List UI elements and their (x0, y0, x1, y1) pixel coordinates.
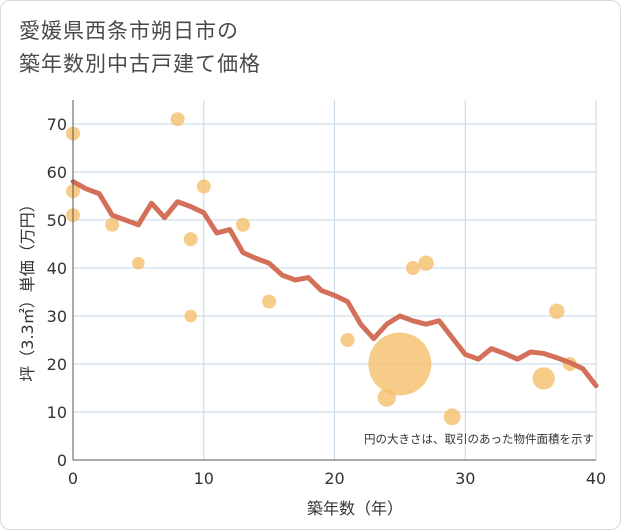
data-point-17 (532, 367, 555, 390)
x-tick-label-3: 30 (455, 469, 475, 488)
y-axis-label: 坪（3.3㎡）単価（万円） (18, 196, 37, 381)
data-point-13 (368, 332, 432, 396)
chart-title: 愛媛県西条市朔日市の 築年数別中古戸建て価格 (19, 15, 261, 81)
chart-title-line-2: 築年数別中古戸建て価格 (19, 52, 261, 76)
y-tick-label-3: 30 (47, 307, 67, 326)
bubble-size-note: 円の大きさは、取引のあった物件面積を示す (364, 432, 594, 446)
data-point-3 (105, 217, 120, 232)
x-axis-label: 築年数（年） (307, 499, 403, 518)
data-point-6 (183, 232, 198, 247)
data-point-18 (549, 303, 565, 319)
grid-lines (73, 100, 597, 460)
trend-layer (70, 179, 599, 389)
data-point-9 (235, 217, 250, 232)
y-tick-label-2: 20 (47, 355, 67, 374)
y-tick-label-6: 60 (47, 163, 67, 182)
data-point-11 (340, 333, 355, 347)
y-tick-label-5: 50 (47, 211, 67, 230)
data-point-10 (262, 294, 277, 309)
data-point-8 (196, 179, 211, 194)
data-point-5 (170, 112, 185, 127)
data-point-16 (443, 408, 461, 426)
data-point-7 (184, 309, 197, 323)
tick-labels: 0 10 20 30 40 50 60 70 0 10 20 30 40 (47, 115, 607, 488)
data-point-4 (132, 256, 145, 270)
y-tick-label-7: 70 (47, 115, 67, 134)
axes (72, 100, 596, 461)
bubble-layer (66, 112, 577, 426)
x-tick-label-0: 0 (68, 469, 78, 488)
data-point-14 (405, 261, 420, 275)
data-point-15 (418, 255, 434, 271)
x-tick-label-2: 20 (324, 469, 344, 488)
chart-title-line-1: 愛媛県西条市朔日市の (19, 19, 239, 43)
y-tick-label-4: 40 (47, 259, 67, 278)
trend-line (70, 179, 599, 389)
y-tick-label-0: 0 (57, 451, 67, 470)
x-tick-label-4: 40 (586, 469, 606, 488)
x-tick-label-1: 10 (194, 469, 214, 488)
y-tick-label-1: 10 (47, 403, 67, 422)
